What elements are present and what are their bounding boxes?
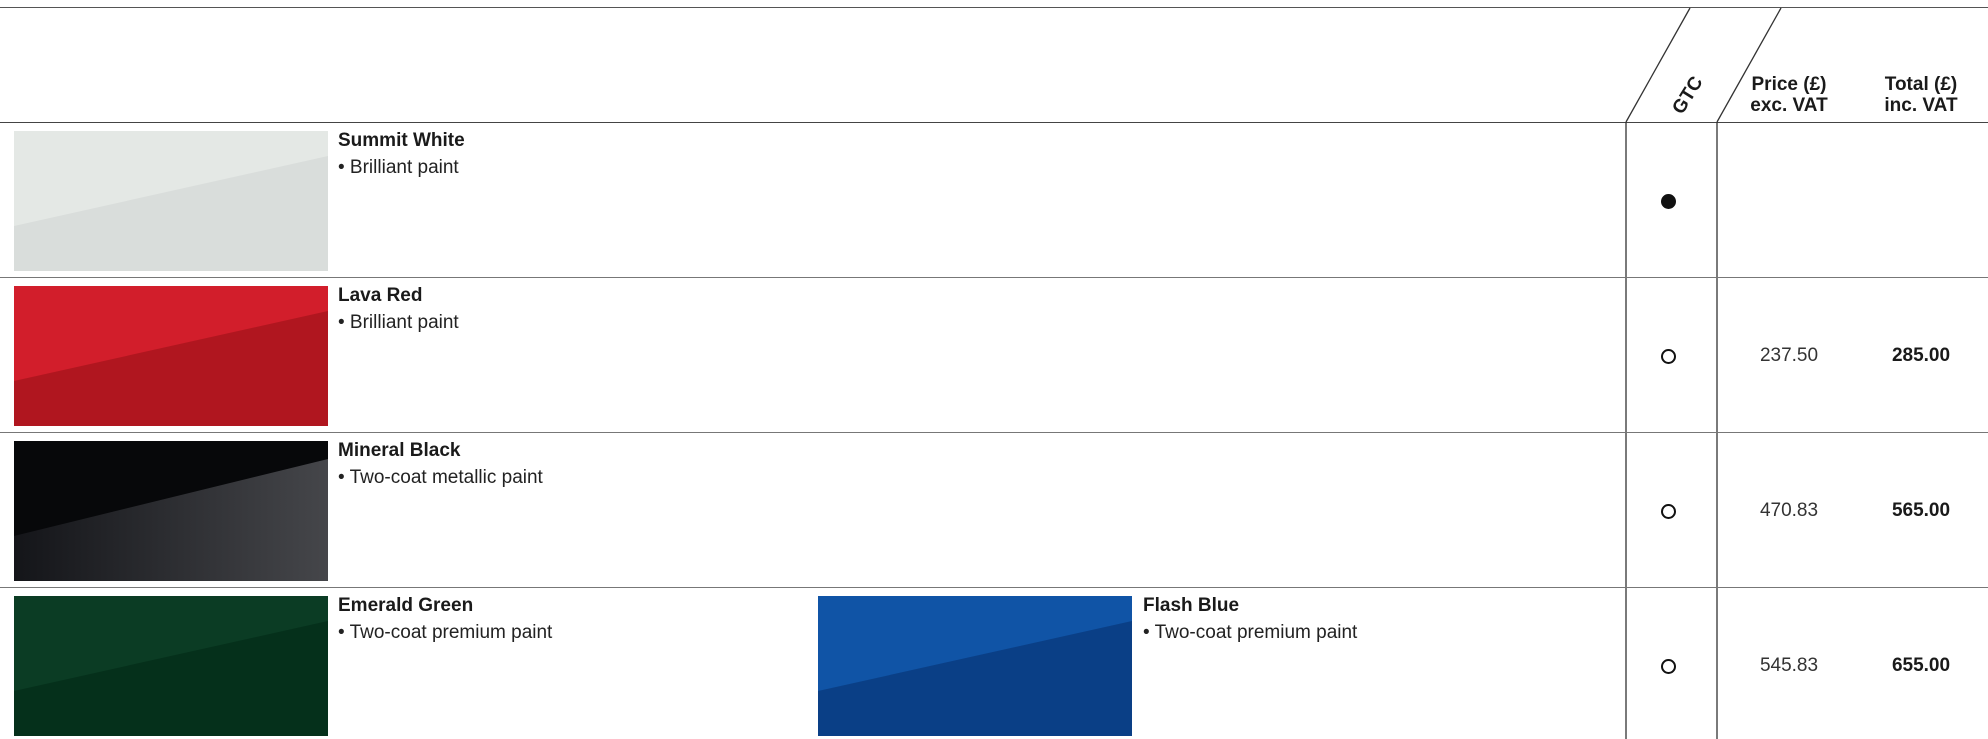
total-value: 655.00 [1891,655,1951,676]
colour-name: Lava Red [338,285,423,306]
price-header-line2: exc. VAT [1750,95,1828,116]
total-header-line1: Total (£) [1884,74,1958,95]
gtc-option-mark [1661,349,1676,364]
colour-description: • Brilliant paint [338,312,459,333]
gtc-standard-mark [1661,194,1676,209]
colour-description: • Two-coat premium paint [1143,622,1358,643]
price-value: 470.83 [1759,500,1819,521]
price-header-line1: Price (£) [1751,74,1827,95]
price-header: Price (£) exc. VAT [1734,74,1844,116]
colour-name: Mineral Black [338,440,461,461]
top-rule [0,7,1988,8]
total-value: 565.00 [1891,500,1951,521]
swatch-summit-white [14,131,328,271]
swatch-flash-blue [818,596,1132,736]
colour-description: • Two-coat premium paint [338,622,553,643]
total-value: 285.00 [1891,345,1951,366]
swatch-mineral-black [14,441,328,581]
total-header: Total (£) inc. VAT [1866,74,1976,116]
row-divider [0,277,1988,278]
row-divider [0,587,1988,588]
price-value: 545.83 [1759,655,1819,676]
row-divider [0,432,1988,433]
colour-name: Flash Blue [1143,595,1240,616]
gtc-option-mark [1661,504,1676,519]
header-rule [0,122,1988,123]
colour-name: Summit White [338,130,465,151]
swatch-emerald-green [14,596,328,736]
gtc-option-mark [1661,659,1676,674]
colour-name: Emerald Green [338,595,474,616]
colour-description: • Two-coat metallic paint [338,467,543,488]
swatch-lava-red [14,286,328,426]
price-value: 237.50 [1759,345,1819,366]
total-header-line2: inc. VAT [1884,95,1958,116]
colour-description: • Brilliant paint [338,157,459,178]
